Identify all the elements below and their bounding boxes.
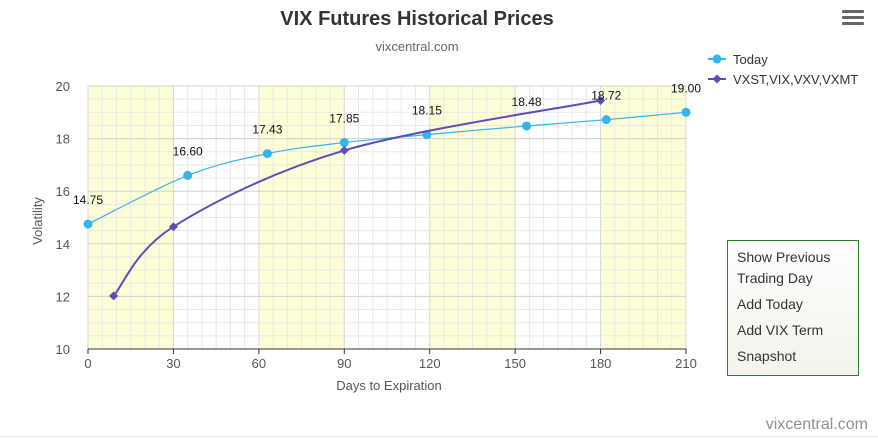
series-layer <box>83 95 691 301</box>
data-point <box>601 115 611 125</box>
x-tick-label: 150 <box>504 356 526 371</box>
data-label: 17.85 <box>329 112 359 126</box>
series-line <box>112 99 601 297</box>
y-tick-label: 16 <box>56 184 70 199</box>
hamburger-menu-icon[interactable] <box>842 10 864 28</box>
x-tick-label: 180 <box>590 356 612 371</box>
data-point <box>183 170 193 180</box>
data-point <box>168 222 178 232</box>
data-point <box>339 145 349 155</box>
data-point <box>596 95 606 105</box>
x-tick-label: 90 <box>337 356 351 371</box>
legend: Today VXST,VIX,VXV,VXMT <box>708 52 858 87</box>
options-panel: Show Previous Trading Day Add Today Add … <box>727 240 859 376</box>
x-tick-label: 210 <box>675 356 697 371</box>
chart-subtitle: vixcentral.com <box>375 39 458 54</box>
x-axis: 0 30 60 90 120 150 180 210 <box>84 348 697 371</box>
data-point <box>83 219 93 229</box>
data-point <box>681 107 691 117</box>
y-tick-label: 10 <box>56 342 70 357</box>
add-today-button[interactable]: Add Today <box>737 296 803 312</box>
y-tick-label: 12 <box>56 289 70 304</box>
data-label: 18.72 <box>591 89 621 103</box>
add-vix-term-button[interactable]: Add VIX Term <box>737 322 824 338</box>
legend-marker <box>712 54 722 64</box>
show-previous-trading-day-button[interactable]: Show Previous Trading Day <box>737 249 831 286</box>
data-point <box>522 121 532 131</box>
y-axis: 10 12 14 16 18 20 <box>56 79 70 357</box>
data-label: 14.75 <box>73 193 103 207</box>
x-tick-label: 120 <box>419 356 441 371</box>
data-label: 19.00 <box>671 81 701 95</box>
x-tick-label: 30 <box>166 356 180 371</box>
x-tick-label: 0 <box>84 356 91 371</box>
x-tick-label: 60 <box>252 356 266 371</box>
data-point <box>109 291 119 301</box>
legend-marker <box>712 74 722 84</box>
data-point <box>339 138 349 148</box>
credit-text: vixcentral.com <box>765 416 868 433</box>
data-label: 18.48 <box>512 95 542 109</box>
bottom-divider <box>0 436 878 437</box>
snapshot-button[interactable]: Snapshot <box>737 348 797 364</box>
data-point <box>262 149 272 159</box>
grid-lines <box>87 85 687 350</box>
data-label: 17.43 <box>252 123 282 137</box>
legend-label: VXST,VIX,VXV,VXMT <box>733 72 858 87</box>
y-tick-label: 20 <box>56 79 70 94</box>
data-label: 16.60 <box>173 144 203 158</box>
data-labels: 14.75 16.60 17.43 17.85 18.15 18.48 18.72 19.00 <box>73 81 701 207</box>
y-tick-label: 14 <box>56 237 70 252</box>
data-label: 18.15 <box>412 104 442 118</box>
chart-title: VIX Futures Historical Prices <box>280 8 553 30</box>
y-axis-title: Volatility <box>30 197 45 245</box>
x-axis-title: Days to Expiration <box>336 378 442 393</box>
y-tick-label: 18 <box>56 132 70 147</box>
legend-label: Today <box>733 52 768 67</box>
